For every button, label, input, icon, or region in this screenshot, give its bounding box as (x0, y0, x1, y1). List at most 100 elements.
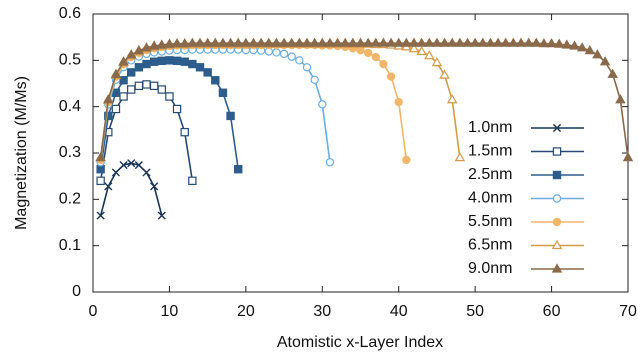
marker (188, 59, 197, 69)
marker (446, 37, 458, 47)
marker (324, 37, 336, 47)
marker (492, 37, 504, 47)
marker (194, 37, 206, 47)
marker (302, 63, 312, 72)
legend-label: 6.5nm (468, 237, 512, 254)
marker (287, 52, 296, 61)
marker (500, 37, 511, 47)
marker (263, 37, 275, 47)
marker (211, 76, 220, 85)
marker (454, 152, 466, 162)
marker (95, 152, 106, 162)
x-tick-label: 0 (89, 303, 98, 320)
marker (125, 49, 137, 59)
marker (157, 211, 166, 220)
marker (195, 63, 205, 72)
x-tick-label: 60 (543, 303, 561, 320)
marker (165, 56, 174, 65)
y-tick-label: 0.6 (59, 5, 81, 22)
marker (310, 75, 319, 84)
marker (217, 37, 229, 47)
marker (226, 111, 235, 121)
legend-label: 1.5nm (468, 143, 512, 160)
marker (469, 37, 481, 47)
x-tick-label: 70 (619, 303, 637, 320)
marker (599, 56, 611, 66)
marker (424, 37, 435, 47)
marker (203, 68, 212, 77)
marker (309, 37, 320, 47)
marker (171, 38, 183, 48)
marker (96, 176, 105, 185)
x-axis-label: Atomistic x-Layer Index (277, 334, 443, 351)
marker (271, 37, 282, 47)
marker (180, 127, 189, 137)
marker (416, 37, 427, 47)
marker (385, 37, 397, 47)
marker (615, 94, 626, 104)
marker (592, 49, 603, 59)
marker (141, 42, 152, 52)
marker (118, 56, 129, 66)
marker (210, 37, 221, 47)
y-tick-label: 0.3 (59, 144, 81, 161)
marker (225, 37, 236, 47)
marker (408, 43, 420, 53)
x-tick-label: 30 (313, 303, 331, 320)
marker (515, 37, 527, 47)
marker (248, 37, 259, 47)
marker (234, 165, 243, 174)
legend-label: 2.5nm (468, 166, 512, 183)
marker (104, 182, 113, 191)
marker (394, 97, 403, 107)
marker (576, 42, 588, 52)
marker (150, 182, 159, 191)
marker (408, 37, 420, 47)
marker (325, 158, 335, 167)
marker (362, 37, 374, 47)
marker (485, 37, 496, 47)
marker (202, 37, 213, 47)
marker (127, 85, 136, 94)
marker (187, 37, 198, 47)
marker (110, 68, 122, 78)
series-line (99, 162, 163, 216)
marker (272, 48, 281, 57)
marker (538, 38, 550, 48)
marker (347, 37, 359, 47)
marker (355, 37, 366, 47)
marker (301, 37, 313, 47)
marker (431, 57, 443, 67)
legend-label: 5.5nm (468, 213, 512, 230)
marker (134, 63, 144, 72)
marker (278, 37, 290, 47)
series (96, 80, 197, 185)
legend-marker (552, 123, 562, 133)
x-tick-label: 10 (161, 303, 179, 320)
marker (127, 159, 136, 168)
marker (295, 56, 304, 65)
marker (379, 59, 388, 69)
marker (393, 37, 404, 47)
marker (531, 37, 542, 47)
marker (111, 104, 121, 114)
marker (180, 57, 189, 66)
marker (218, 88, 228, 97)
legend-marker (552, 170, 562, 180)
marker (149, 57, 159, 66)
marker (294, 37, 305, 47)
marker (172, 56, 182, 65)
marker (402, 155, 411, 165)
marker (439, 69, 450, 79)
y-tick-label: 0.4 (59, 98, 81, 115)
marker (523, 37, 534, 47)
series (95, 37, 634, 162)
marker (157, 56, 166, 65)
marker (332, 37, 343, 47)
marker (133, 44, 145, 55)
marker (164, 38, 175, 48)
y-tick-label: 0 (72, 283, 81, 300)
series (96, 40, 411, 165)
series-line (99, 42, 629, 158)
legend-label: 4.0nm (468, 190, 512, 207)
